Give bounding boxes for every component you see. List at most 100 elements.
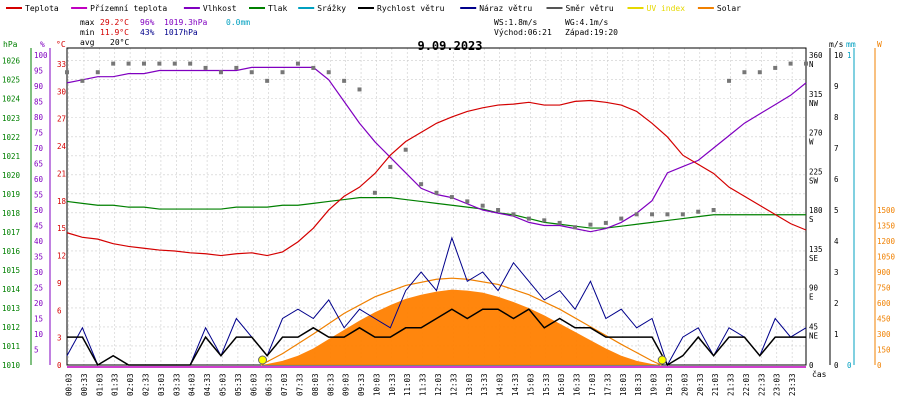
wind-direction-point: [342, 78, 347, 83]
x-tick-label: 17:33: [603, 373, 612, 396]
humidity-tick: 75: [34, 129, 43, 138]
pressure-tick: 1015: [2, 266, 20, 275]
x-tick-label: 11:33: [419, 373, 428, 396]
x-tick-label: 20:33: [696, 373, 705, 396]
wind-direction-point: [588, 222, 593, 227]
solar-axis-unit: W: [877, 40, 882, 49]
humidity-tick: 20: [34, 299, 44, 308]
direction-tick: 360: [809, 51, 823, 60]
wind-tick: 10: [834, 51, 844, 60]
x-axis-label: čas: [812, 369, 827, 379]
x-tick-label: 14:03: [496, 373, 505, 396]
wind-tick: 6: [834, 175, 839, 184]
direction-tick: 135: [809, 245, 823, 254]
x-tick-label: 08:33: [326, 373, 335, 396]
temperature-tick: 3: [57, 334, 62, 343]
humidity-tick: 55: [34, 191, 43, 200]
wind-tick: 8: [834, 113, 839, 122]
humidity-tick: 35: [34, 253, 43, 262]
info-sunrise: Východ:06:21: [494, 28, 552, 37]
wind-direction-point: [526, 216, 531, 221]
direction-letter: SW: [809, 176, 819, 185]
wind-direction-point: [496, 208, 501, 212]
rain-tick: 0: [847, 361, 852, 370]
pressure-tick: 1026: [2, 57, 21, 66]
solar-tick: 450: [877, 315, 891, 324]
humidity-tick: 15: [34, 315, 43, 324]
humidity-tick: 70: [34, 144, 44, 153]
wind-direction-point: [773, 65, 778, 70]
x-tick-label: 04:03: [188, 373, 197, 396]
pressure-tick: 1014: [2, 285, 21, 294]
x-tick-label: 02:03: [126, 373, 135, 396]
stat-min-hum: 43%: [140, 28, 155, 37]
wind-direction-point: [557, 220, 562, 225]
wind-direction-point: [218, 70, 223, 75]
x-tick-label: 07:03: [280, 373, 289, 396]
wind-direction-point: [573, 225, 578, 230]
stat-min-temp: 11.9°C: [100, 28, 129, 37]
pressure-tick: 1023: [2, 114, 20, 123]
stat-max-press: 1019.3hPa: [164, 18, 208, 27]
stat-min-press: 1017hPa: [164, 28, 198, 37]
wind-direction-point: [619, 216, 624, 221]
x-tick-label: 23:33: [788, 373, 797, 396]
wind-tick: 9: [834, 82, 839, 91]
legend-item: Náraz větru: [479, 4, 532, 13]
direction-tick: 45: [809, 322, 818, 331]
x-tick-label: 17:03: [588, 373, 597, 396]
pressure-tick: 1012: [2, 323, 20, 332]
x-tick-label: 10:33: [388, 373, 397, 396]
pressure-tick: 1013: [2, 304, 20, 313]
x-tick-label: 13:03: [465, 373, 474, 396]
wind-direction-point: [141, 61, 146, 66]
wind-tick: 5: [834, 206, 839, 215]
stat-max-temp: 29.2°C: [100, 18, 129, 27]
wind-direction-point: [480, 203, 485, 208]
wind-direction-point: [188, 61, 193, 66]
x-tick-label: 15:33: [542, 373, 551, 396]
direction-letter: NW: [809, 99, 819, 108]
humidity-tick: 30: [34, 268, 44, 277]
wind-direction-point: [80, 78, 85, 83]
rain-axis-unit: mm: [846, 40, 856, 49]
x-tick-label: 20:03: [680, 373, 689, 396]
wind-direction-point: [126, 61, 131, 66]
temperature-tick: 15: [57, 224, 66, 233]
direction-letter: E: [809, 293, 814, 302]
wind-direction-point: [742, 70, 747, 75]
wind-tick: 7: [834, 144, 839, 153]
x-tick-label: 22:03: [742, 373, 751, 396]
direction-tick: 315: [809, 90, 823, 99]
wind-axis-unit: m/s: [829, 40, 844, 49]
legend-item: Teplota: [25, 4, 59, 13]
direction-letter: N: [809, 60, 814, 69]
wind-direction-point: [295, 61, 300, 66]
wind-direction-point: [280, 70, 285, 75]
temperature-tick: 27: [57, 115, 66, 124]
legend-item: Tlak: [268, 4, 287, 13]
humidity-tick: 45: [34, 222, 43, 231]
humidity-tick: 25: [34, 284, 43, 293]
temperature-axis-unit: °C: [56, 40, 66, 49]
x-tick-label: 03:03: [157, 373, 166, 396]
wind-direction-point: [727, 78, 732, 83]
solar-tick: 1200: [877, 237, 896, 246]
wind-direction-point: [788, 61, 793, 66]
stat-max-rain: 0.0mm: [226, 18, 250, 27]
temperature-tick: 12: [57, 252, 66, 261]
sunset-marker: [657, 355, 667, 365]
solar-tick: 1500: [877, 206, 896, 215]
x-tick-label: 04:33: [203, 373, 212, 396]
solar-tick: 300: [877, 330, 891, 339]
x-tick-label: 03:33: [172, 373, 181, 396]
pressure-tick: 1020: [2, 171, 21, 180]
wind-direction-point: [511, 212, 516, 217]
temperature-tick: 30: [57, 87, 67, 96]
x-tick-label: 08:03: [311, 373, 320, 396]
pressure-axis-unit: hPa: [3, 40, 18, 49]
x-tick-label: 14:33: [511, 373, 520, 396]
legend-item: Rychlost větru: [377, 4, 445, 13]
wind-direction-points: [65, 61, 808, 230]
legend-item: Vlhkost: [203, 4, 237, 13]
